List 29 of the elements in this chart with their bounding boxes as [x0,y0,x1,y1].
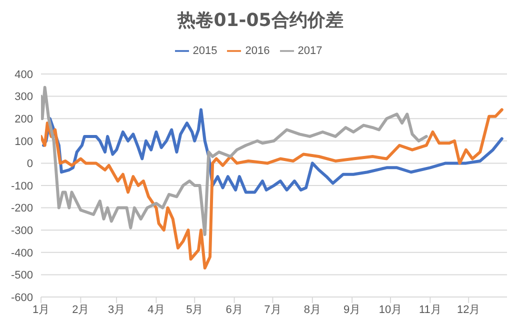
y-tick-label: -500 [10,270,33,282]
x-tick-label: 9月 [344,304,361,316]
y-tick-label: -400 [10,247,33,260]
line-series [41,108,504,270]
x-tick-label: 8月 [304,304,321,316]
legend-label: 2017 [298,44,322,57]
y-tick-label: 100 [14,136,33,148]
y-tick-label: 300 [14,91,33,104]
x-tick-label: 12月 [456,304,480,316]
y-tick-label: -600 [10,292,33,304]
legend-label: 2015 [192,44,218,57]
x-tick-label: 11月 [418,304,442,316]
chart-title: 热卷01-05合约价差 [176,9,344,32]
x-tick-label: 7月 [264,304,282,316]
x-tick-label: 1月 [32,304,50,316]
y-tick-label: -200 [10,202,33,215]
line-series [41,86,428,236]
x-tick-label: 3月 [108,304,126,316]
y-tick-label: -100 [10,180,33,192]
y-tick-label: -300 [10,225,33,238]
legend-label: 2016 [245,44,270,57]
x-tick-label: 4月 [148,304,165,316]
y-tick-label: 400 [14,68,33,81]
y-tick-label: 0 [26,158,33,170]
x-tick-label: 6月 [226,304,243,316]
x-tick-label: 10月 [378,304,402,316]
x-tick-label: 5月 [186,304,204,316]
x-tick-label: 2月 [72,304,90,316]
y-tick-label: 200 [14,114,33,126]
